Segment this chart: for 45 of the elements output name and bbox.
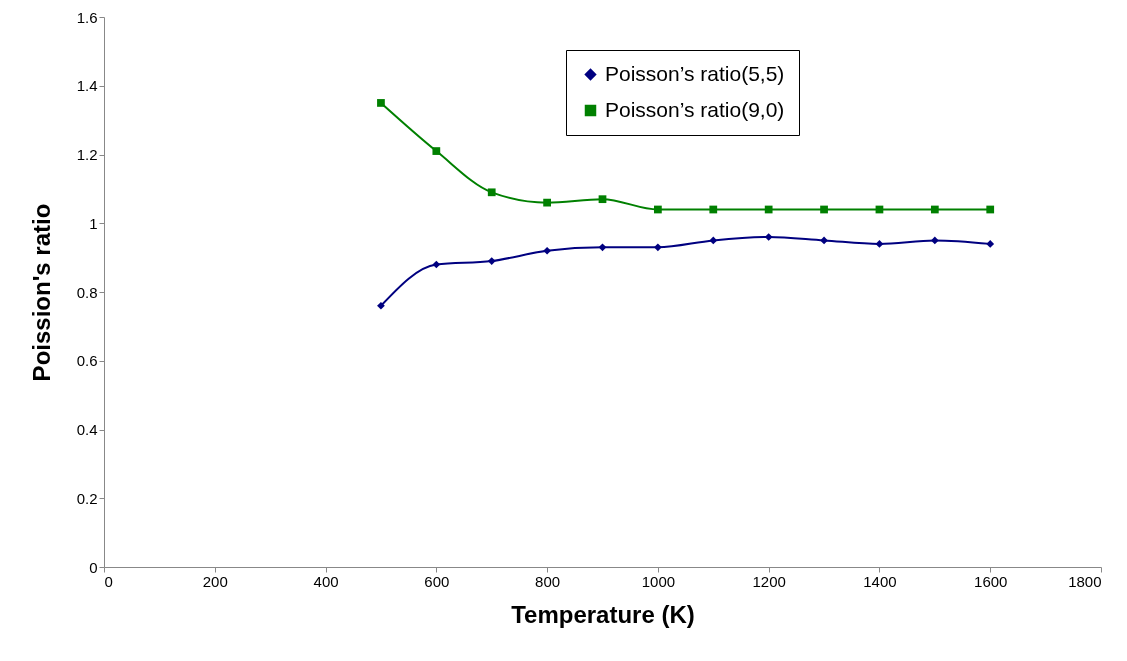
x-tick-label: 200: [202, 572, 228, 590]
x-axis-title: Temperature (K): [511, 600, 695, 628]
legend-label: Poisson’s ratio(9,0): [605, 97, 785, 121]
point: [377, 99, 385, 107]
point: [986, 240, 995, 248]
point: [820, 236, 828, 245]
point: [986, 205, 995, 214]
x-tick-label: 400: [313, 572, 339, 590]
point: [820, 205, 828, 214]
point: [487, 188, 496, 197]
point: [377, 301, 385, 310]
point: [432, 147, 441, 155]
point: [709, 205, 718, 214]
x-tick-label: 1600: [974, 572, 1008, 590]
y-tick-label: 0: [89, 558, 98, 576]
y-axis-title: Poission's ratio: [27, 203, 55, 382]
point: [487, 257, 496, 265]
point: [598, 195, 607, 204]
x-tick-label: 0: [104, 572, 113, 590]
x-tick-label: 1400: [863, 572, 897, 590]
point: [654, 243, 662, 252]
y-tick-label: 0.4: [76, 421, 98, 438]
point: [930, 236, 939, 245]
y-tick-label: 1.2: [76, 146, 98, 163]
point: [432, 260, 441, 269]
point: [930, 205, 939, 214]
x-tick-label: 600: [424, 572, 450, 590]
point: [764, 205, 773, 214]
point: [543, 198, 551, 207]
point: [543, 246, 551, 255]
x-tick-label: 1800: [1068, 572, 1102, 590]
legend-label: Poisson’s ratio(5,5): [605, 61, 785, 85]
y-tick-label: 1.4: [76, 77, 98, 95]
y-tick-label: 1: [89, 214, 98, 232]
point: [598, 243, 607, 252]
x-tick-label: 800: [535, 572, 561, 590]
y-tick-label: 0.6: [76, 352, 98, 370]
point: [709, 236, 718, 245]
y-tick-label: 0.8: [76, 283, 98, 301]
y-tick-label: 0.2: [76, 489, 98, 507]
point: [875, 240, 884, 248]
y-tick-label: 1.6: [76, 8, 98, 26]
x-tick-label: 1200: [752, 572, 786, 590]
x-tick-label: 1000: [641, 572, 676, 590]
point: [654, 205, 662, 214]
